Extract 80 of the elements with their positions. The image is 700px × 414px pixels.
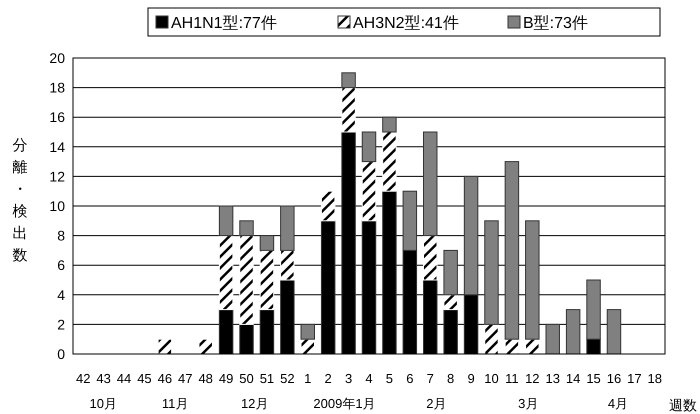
bar — [443, 294, 458, 310]
x-tick-label: 10 — [484, 371, 499, 386]
x-tick-label: 49 — [218, 371, 234, 386]
x-tick-label: 50 — [239, 371, 254, 386]
text: 2009年1月 — [313, 396, 376, 411]
x-tick-label: 3 — [344, 371, 352, 386]
y-tick-label: 2 — [57, 316, 66, 332]
bar — [218, 206, 234, 236]
x-tick-label: 52 — [280, 371, 295, 386]
x-tick-label: 44 — [116, 371, 132, 386]
y-tick-label: 0 — [57, 346, 66, 362]
x-axis-title: 週数 — [669, 397, 697, 413]
x-tick-label: 11 — [505, 371, 519, 386]
legend-label: AH3N2型:41件 — [353, 15, 459, 32]
x-tick-label: 2 — [324, 371, 332, 386]
x-tick-label: 1 — [304, 371, 312, 386]
bar — [260, 250, 274, 310]
x-tick-label: 45 — [137, 371, 152, 386]
y-tick-label: 18 — [49, 80, 66, 96]
bar — [443, 250, 458, 296]
y-tick-label: 20 — [49, 50, 66, 66]
y-tick-label: 16 — [49, 109, 66, 126]
bar — [606, 309, 622, 354]
x-tick-label: 12 — [525, 371, 540, 386]
legend-label: B型:73件 — [523, 15, 588, 32]
x-tick-label: 15 — [586, 371, 601, 386]
x-tick-label: 17 — [627, 371, 642, 386]
bar — [300, 324, 315, 340]
y-tick-label: 6 — [57, 257, 66, 274]
bar — [525, 220, 540, 340]
y-tick-label: 10 — [49, 198, 66, 214]
bar — [158, 338, 172, 354]
x-tick-label: 16 — [606, 371, 622, 386]
bar — [566, 309, 580, 354]
x-tick-label: 4 — [365, 371, 373, 386]
bar — [484, 220, 499, 325]
x-tick-label: 9 — [467, 371, 475, 386]
y-tick-label: 12 — [49, 168, 66, 184]
bar — [382, 132, 397, 192]
y-axis-title: 分離・検出数 — [12, 137, 28, 264]
y-tick-label: 8 — [57, 228, 66, 244]
x-tick-label: 6 — [406, 371, 414, 386]
bar — [341, 72, 356, 88]
x-tick-label: 7 — [426, 371, 434, 386]
bar — [382, 116, 397, 132]
x-tick-label: 47 — [178, 371, 193, 386]
x-tick-label: 5 — [386, 371, 394, 386]
bar — [280, 206, 295, 251]
y-tick-label: 14 — [49, 138, 66, 155]
bar — [545, 324, 560, 354]
legend-label: AH1N1型:77件 — [171, 15, 277, 32]
bar — [239, 220, 254, 236]
text: 10月 — [89, 396, 117, 411]
bar — [504, 161, 520, 340]
bar — [280, 250, 295, 280]
x-tick-label: 48 — [198, 371, 213, 386]
text: 3月 — [518, 396, 538, 411]
x-tick-label: 51 — [260, 371, 274, 386]
x-tick-label: 13 — [545, 371, 560, 386]
y-tick-label: 4 — [57, 286, 66, 303]
text: 4月 — [608, 396, 628, 411]
text: 11月 — [162, 396, 188, 411]
bar — [423, 235, 438, 280]
bar — [423, 132, 438, 236]
bar — [218, 235, 234, 310]
x-tick-label: 14 — [566, 371, 580, 386]
x-tick-label: 46 — [158, 371, 172, 386]
bar — [260, 235, 274, 251]
bar — [341, 87, 356, 132]
bar — [320, 190, 336, 222]
text: 2月 — [426, 396, 446, 411]
x-tick-label: 18 — [648, 371, 662, 386]
bar — [362, 161, 376, 222]
text: 12月 — [240, 396, 268, 411]
bar — [239, 235, 254, 325]
x-tick-label: 8 — [447, 371, 454, 386]
x-tick-label: 43 — [96, 371, 111, 386]
bar — [484, 324, 499, 354]
bar — [362, 132, 376, 162]
x-tick-label: 42 — [76, 371, 90, 386]
